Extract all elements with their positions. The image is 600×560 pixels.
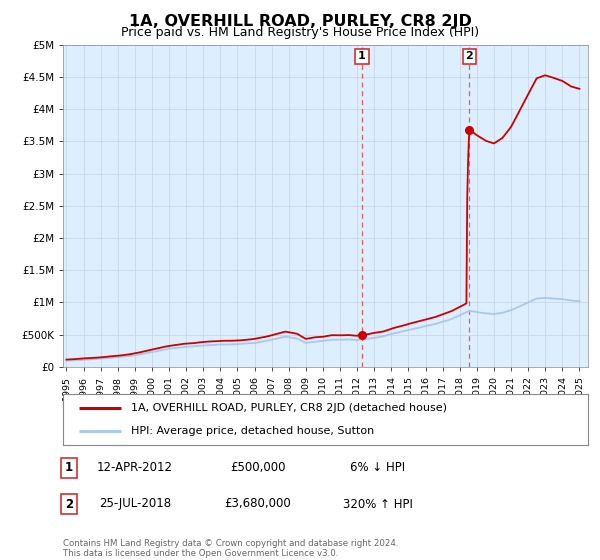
- Text: 2: 2: [466, 52, 473, 62]
- Text: 1A, OVERHILL ROAD, PURLEY, CR8 2JD: 1A, OVERHILL ROAD, PURLEY, CR8 2JD: [128, 14, 472, 29]
- Text: Contains HM Land Registry data © Crown copyright and database right 2024.
This d: Contains HM Land Registry data © Crown c…: [63, 539, 398, 558]
- Text: HPI: Average price, detached house, Sutton: HPI: Average price, detached house, Sutt…: [131, 426, 374, 436]
- Text: Price paid vs. HM Land Registry's House Price Index (HPI): Price paid vs. HM Land Registry's House …: [121, 26, 479, 39]
- Text: £500,000: £500,000: [230, 461, 286, 474]
- Text: 6% ↓ HPI: 6% ↓ HPI: [350, 461, 406, 474]
- Text: 2: 2: [65, 497, 73, 511]
- Text: 1A, OVERHILL ROAD, PURLEY, CR8 2JD (detached house): 1A, OVERHILL ROAD, PURLEY, CR8 2JD (deta…: [131, 403, 447, 413]
- Text: 320% ↑ HPI: 320% ↑ HPI: [343, 497, 413, 511]
- Text: £3,680,000: £3,680,000: [224, 497, 292, 511]
- Text: 1: 1: [358, 52, 366, 62]
- Text: 25-JUL-2018: 25-JUL-2018: [99, 497, 171, 511]
- Text: 1: 1: [65, 461, 73, 474]
- Text: 12-APR-2012: 12-APR-2012: [97, 461, 173, 474]
